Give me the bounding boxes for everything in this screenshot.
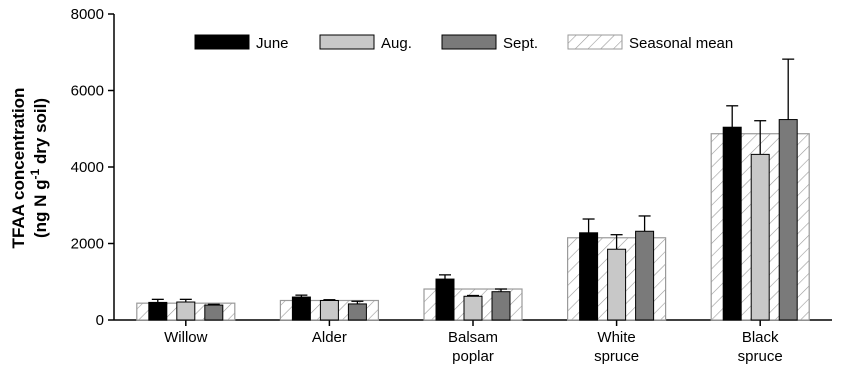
- legend-label: Seasonal mean: [629, 35, 733, 52]
- y-tick-label: 4000: [71, 159, 104, 176]
- legend-label: Aug.: [381, 35, 412, 52]
- bar-june: [435, 278, 455, 321]
- bar-june: [579, 232, 599, 321]
- bar-aug: [607, 248, 627, 321]
- bar-aug: [463, 295, 483, 321]
- x-category-label: Alder: [312, 329, 347, 346]
- x-category-label: Black spruce: [738, 329, 783, 365]
- x-category-label: Balsam poplar: [448, 329, 498, 365]
- legend-label: June: [256, 35, 289, 52]
- bars-layer: [136, 58, 810, 321]
- legend-swatch: [319, 34, 375, 50]
- bar-sept: [347, 303, 367, 321]
- bar-aug: [319, 299, 339, 321]
- y-axis-label-line2: (ng N g-1 dry soil): [28, 98, 50, 238]
- bar-sept: [204, 304, 224, 321]
- bar-aug: [176, 301, 196, 321]
- legend: June Aug. Sept. Seasonal mean: [194, 34, 733, 52]
- bar-june: [148, 301, 168, 321]
- bar-sept: [778, 119, 798, 321]
- y-axis-label-line1: TFAA concentration: [9, 88, 28, 249]
- bar-june: [722, 126, 742, 321]
- legend-label: Sept.: [503, 35, 538, 52]
- bar-june: [291, 296, 311, 321]
- y-tick-label: 6000: [71, 83, 104, 100]
- x-category-label: Willow: [164, 329, 207, 346]
- y-tick-label: 2000: [71, 236, 104, 253]
- y-tick-label: 0: [96, 312, 104, 329]
- y-tick-label: 8000: [71, 6, 104, 23]
- bar-sept: [635, 230, 655, 321]
- y-axis: 0 2000 4000 6000 8000: [71, 6, 115, 329]
- bar-aug: [750, 153, 770, 321]
- x-axis: Willow Alder Balsam poplar White spruce Black s…: [114, 319, 832, 365]
- x-category-label: White spruce: [594, 329, 639, 365]
- legend-swatch: [194, 34, 250, 50]
- bar-sept: [491, 291, 511, 321]
- legend-swatch: [567, 34, 623, 50]
- legend-swatch: [441, 34, 497, 50]
